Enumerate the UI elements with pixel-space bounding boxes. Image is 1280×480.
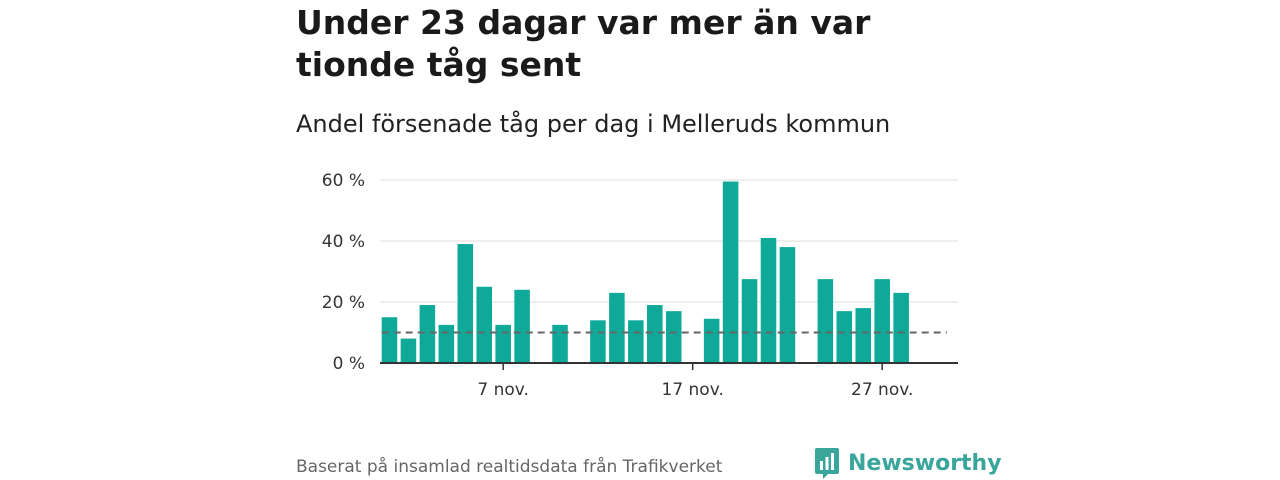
y-tick-label: 60 % [322, 171, 365, 191]
bar [419, 305, 436, 363]
bar [400, 338, 417, 363]
bar [381, 317, 398, 363]
chart-title: Under 23 dagar var mer än var tionde tåg… [296, 3, 871, 84]
bar [855, 308, 872, 363]
y-tick-label: 20 % [322, 293, 365, 313]
bar [836, 311, 853, 363]
bar [817, 279, 834, 363]
bar [647, 305, 663, 363]
brand-logo[interactable]: Newsworthy [814, 446, 1002, 480]
bar [665, 311, 682, 363]
chart-subtitle: Andel försenade tåg per dag i Melleruds … [296, 110, 891, 138]
bar [741, 279, 758, 363]
y-tick-label: 40 % [322, 232, 365, 252]
bar [722, 181, 739, 363]
bar [590, 320, 606, 363]
bar [609, 292, 625, 363]
bar [874, 279, 890, 363]
newsworthy-logo-icon [815, 448, 839, 479]
source-note: Baserat på insamlad realtidsdata från Tr… [296, 457, 723, 477]
x-tick-label: 7 nov. [477, 380, 529, 400]
bar [703, 318, 720, 363]
bar [457, 244, 474, 363]
x-tick-label: 27 nov. [851, 380, 913, 400]
bar [893, 292, 909, 363]
bar [514, 289, 530, 363]
brand-name: Newsworthy [848, 450, 1002, 476]
bar [628, 320, 644, 363]
bar [779, 247, 796, 363]
bar [552, 324, 568, 363]
bar [476, 286, 492, 363]
bar [438, 324, 455, 363]
y-tick-label: 0 % [333, 354, 365, 374]
bar [760, 237, 777, 363]
x-tick-label: 17 nov. [662, 380, 724, 400]
bar [495, 324, 511, 363]
